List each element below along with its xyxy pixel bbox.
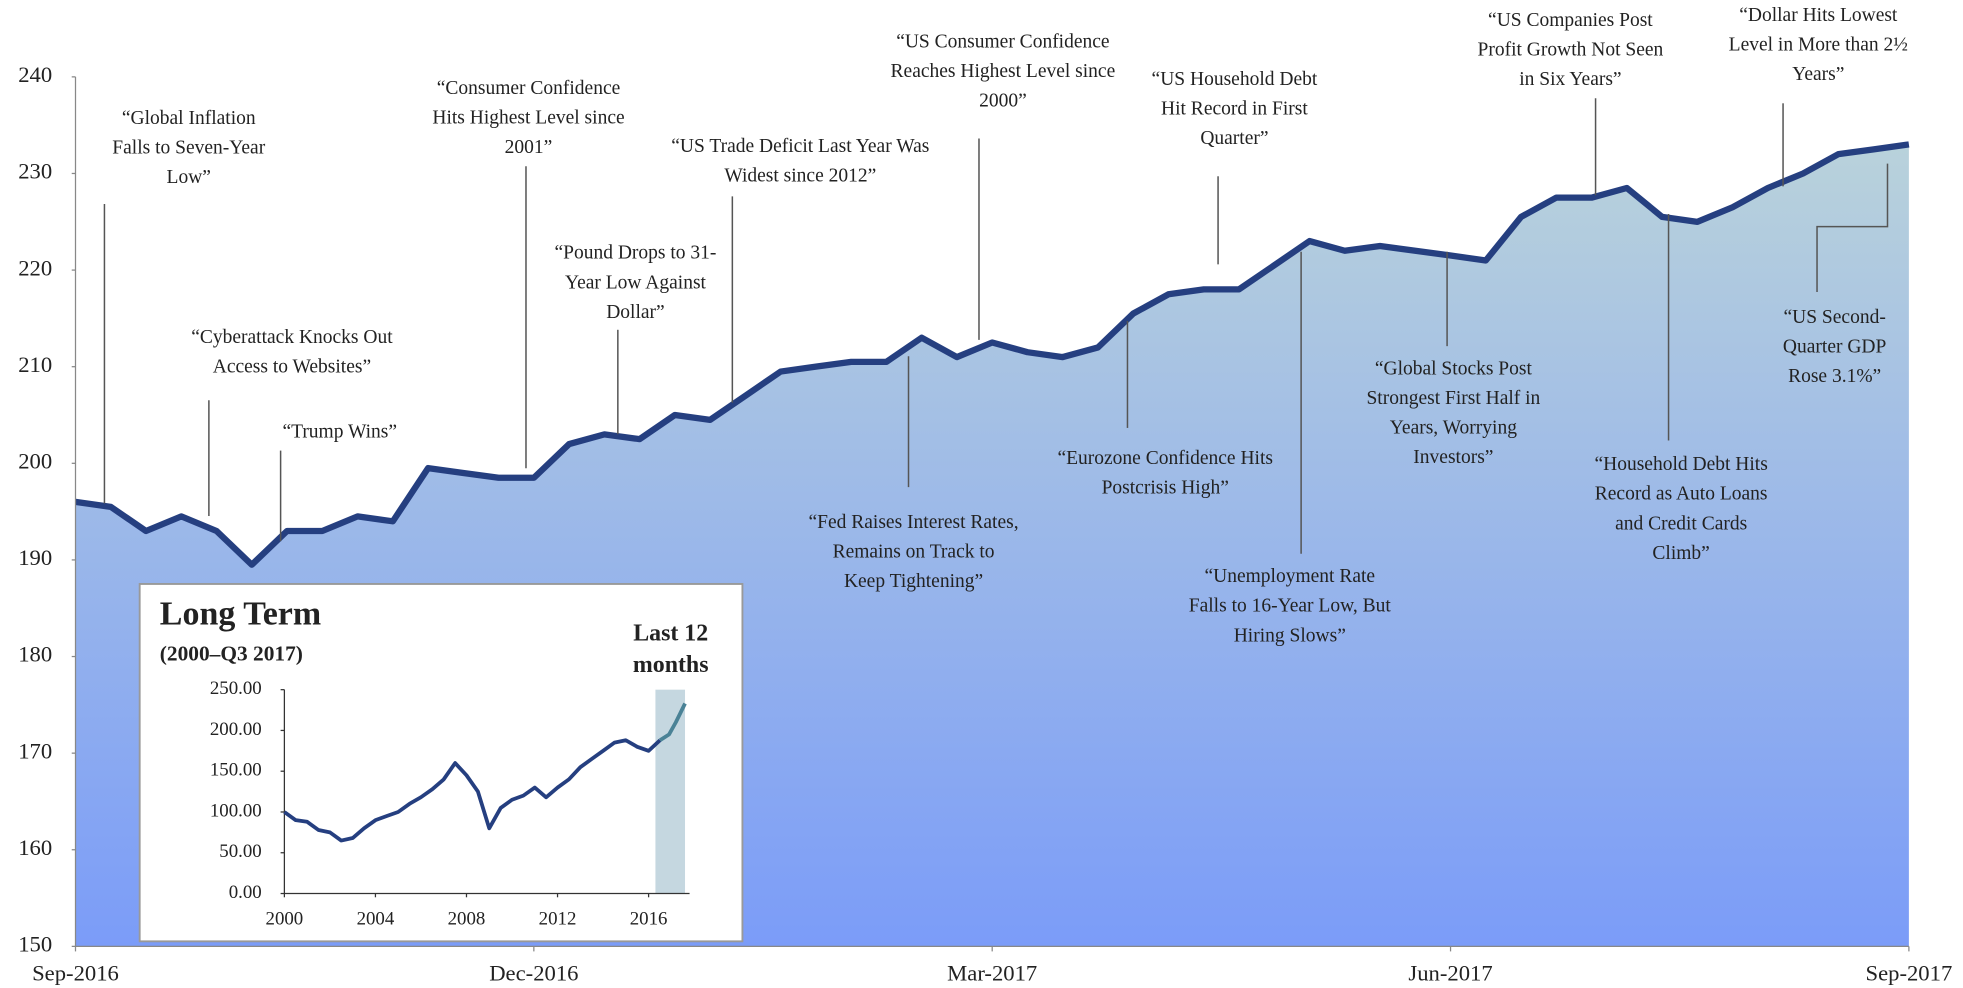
highlight-label-line: months <box>633 653 709 679</box>
annotation: Keep Tightening” <box>844 571 983 592</box>
annotation: “US Companies Post <box>1488 10 1653 31</box>
annotation: Falls to Seven-Year <box>112 138 265 159</box>
y-tick-label: 180 <box>18 642 52 667</box>
annotation: Record as Auto Loans <box>1595 484 1768 505</box>
inset-x-tick-label: 2008 <box>448 908 486 929</box>
annotation: Hiring Slows” <box>1234 625 1346 646</box>
annotation: Years” <box>1792 64 1844 85</box>
y-tick-label: 170 <box>18 738 52 763</box>
annotation: in Six Years” <box>1519 69 1621 90</box>
y-tick-label: 200 <box>18 449 52 474</box>
inset-y-tick-label: 150.00 <box>210 760 262 781</box>
inset-y-tick-label: 100.00 <box>210 800 262 821</box>
annotation: “Pound Drops to 31- <box>554 243 716 264</box>
annotation: “US Trade Deficit Last Year Was <box>671 136 929 157</box>
inset-x-tick-label: 2016 <box>630 908 668 929</box>
annotation: Year Low Against <box>565 272 707 293</box>
annotation: and Credit Cards <box>1615 513 1747 534</box>
y-tick-label: 220 <box>18 255 52 280</box>
y-tick-label: 190 <box>18 545 52 570</box>
x-tick-label: Jun-2017 <box>1408 961 1492 986</box>
line <box>75 141 1910 568</box>
annotation: “US Second- <box>1783 307 1885 328</box>
annotation: 2000” <box>979 90 1027 111</box>
annotation: “Unemployment Rate <box>1205 566 1376 587</box>
x-tick-label: Sep-2017 <box>1865 961 1952 986</box>
annotation: Hit Record in First <box>1161 99 1308 120</box>
annotation: “Fed Raises Interest Rates, <box>808 512 1018 533</box>
annotation: Access to Websites” <box>213 357 371 378</box>
inset-subtitle: (2000–Q3 2017) <box>160 642 303 666</box>
annotation-pointer <box>1816 163 1889 293</box>
x-tick-label: Sep-2016 <box>32 961 119 986</box>
inset-x-tick-label: 2000 <box>266 908 304 929</box>
annotation: Dollar” <box>606 302 664 323</box>
annotation: “US Consumer Confidence <box>896 31 1109 52</box>
highlight-label-line: Last 12 <box>633 621 708 647</box>
annotation: “Dollar Hits Lowest <box>1739 5 1898 26</box>
annotation: “Global Stocks Post <box>1375 359 1533 380</box>
annotation: “Household Debt Hits <box>1594 454 1767 475</box>
highlight-band <box>655 689 686 894</box>
inset-line <box>658 702 687 742</box>
y-tick-label: 230 <box>18 159 52 184</box>
annotation: “Trump Wins” <box>282 421 397 442</box>
annotation: Years, Worrying <box>1390 418 1517 439</box>
annotation: “Eurozone Confidence Hits <box>1057 448 1273 469</box>
y-tick-label: 150 <box>18 932 52 957</box>
inset-y-tick-label: 250.00 <box>210 678 262 699</box>
annotation: Quarter” <box>1200 128 1268 149</box>
annotation: “Consumer Confidence <box>437 78 621 99</box>
annotation: Strongest First Half in <box>1366 388 1540 409</box>
annotation: Level in More than 2½ <box>1729 35 1908 56</box>
annotation: Hits Highest Level since <box>432 107 624 128</box>
annotation: “US Household Debt <box>1152 69 1318 90</box>
annotation: Climb” <box>1652 543 1709 564</box>
annotation: Investors” <box>1413 447 1493 468</box>
inset-x-tick-label: 2012 <box>539 908 577 929</box>
y-tick-label: 240 <box>18 62 52 87</box>
x-tick-label: Dec-2016 <box>489 961 578 986</box>
inset-line <box>283 738 662 843</box>
annotation: Rose 3.1%” <box>1788 366 1881 387</box>
inset-x-tick-label: 2004 <box>357 908 395 929</box>
annotation: Profit Growth Not Seen <box>1478 40 1664 61</box>
annotation: Low” <box>167 167 211 188</box>
annotation: “Global Inflation <box>122 108 256 129</box>
annotation: Postcrisis High” <box>1102 477 1229 498</box>
annotation: Quarter GDP <box>1783 337 1887 358</box>
annotation: Reaches Highest Level since <box>891 61 1116 82</box>
annotation: Widest since 2012” <box>724 165 876 186</box>
inset-title: Long Term <box>160 595 321 632</box>
annotation: Falls to 16-Year Low, But <box>1189 596 1392 617</box>
annotation: 2001” <box>505 137 553 158</box>
inset-box <box>138 583 744 943</box>
y-tick-label: 210 <box>18 352 52 377</box>
annotation: “Cyberattack Knocks Out <box>191 327 393 348</box>
highlight-label: Last 12 months <box>633 621 709 678</box>
inset-y-tick-label: 200.00 <box>210 719 262 740</box>
inset-y-tick-label: 0.00 <box>229 882 262 903</box>
x-tick-label: Mar-2017 <box>947 961 1037 986</box>
inset-y-tick-label: 50.00 <box>219 841 261 862</box>
y-tick-label: 160 <box>18 835 52 860</box>
annotation: Remains on Track to <box>833 542 995 563</box>
